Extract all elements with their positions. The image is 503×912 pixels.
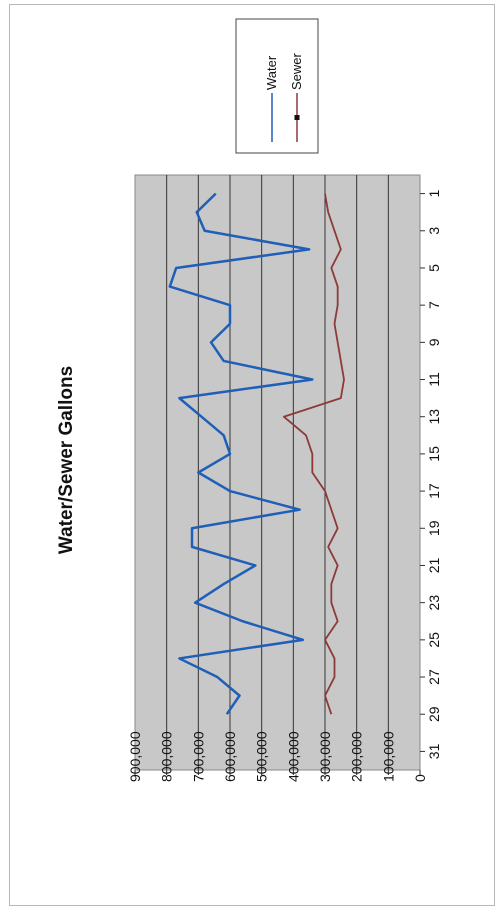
- x-tick-label: 1: [426, 189, 442, 197]
- x-tick-label: 17: [426, 483, 442, 499]
- x-tick-label: 21: [426, 557, 442, 573]
- y-tick-label: 600,000: [222, 731, 238, 782]
- x-tick-label: 5: [426, 264, 442, 272]
- series-line-water: [168, 192, 314, 715]
- y-axis-ticks: 0 100,000 200,000 300,000 400,000 500,000 600,…: [127, 731, 428, 782]
- x-tick-label: 27: [426, 669, 442, 685]
- x-tick-label: 15: [426, 446, 442, 462]
- y-tick-label: 0: [412, 774, 428, 782]
- x-tick-label: 31: [426, 743, 442, 759]
- series-lines: [168, 192, 345, 715]
- y-tick-label: 100,000: [380, 731, 396, 782]
- y-tick-label: 200,000: [349, 731, 365, 782]
- x-tick-label: 25: [426, 632, 442, 648]
- grid-lines: [166, 175, 389, 770]
- legend-marker-sewer: [294, 115, 300, 120]
- y-tick-label: 400,000: [285, 731, 301, 782]
- legend-box: [235, 18, 319, 154]
- x-tick-label: 9: [426, 338, 442, 346]
- x-tick-label: 13: [426, 409, 442, 425]
- x-tick-label: 7: [426, 301, 442, 309]
- x-tick-label: 23: [426, 595, 442, 611]
- legend-label-water: Water: [264, 55, 279, 90]
- y-tick-label: 300,000: [317, 731, 333, 782]
- y-tick-label: 800,000: [159, 731, 175, 782]
- legend: Water Sewer: [235, 18, 319, 154]
- y-tick-label: 700,000: [190, 731, 206, 782]
- x-tick-label: 3: [426, 227, 442, 235]
- x-tick-label: 19: [426, 520, 442, 536]
- y-tick-label: 900,000: [127, 731, 143, 782]
- x-tick-label: 29: [426, 706, 442, 722]
- y-tick-label: 500,000: [254, 731, 270, 782]
- legend-label-sewer: Sewer: [289, 52, 304, 90]
- chart-title: Water/Sewer Gallons: [56, 366, 77, 554]
- plot-area: [134, 174, 421, 771]
- chart-frame: 1 3 5 7 9 11 13 15 17 19 21 23 25 27 29 31 0 100,000 200,…: [9, 4, 495, 906]
- series-line-sewer: [282, 193, 345, 715]
- x-tick-label: 11: [426, 372, 442, 387]
